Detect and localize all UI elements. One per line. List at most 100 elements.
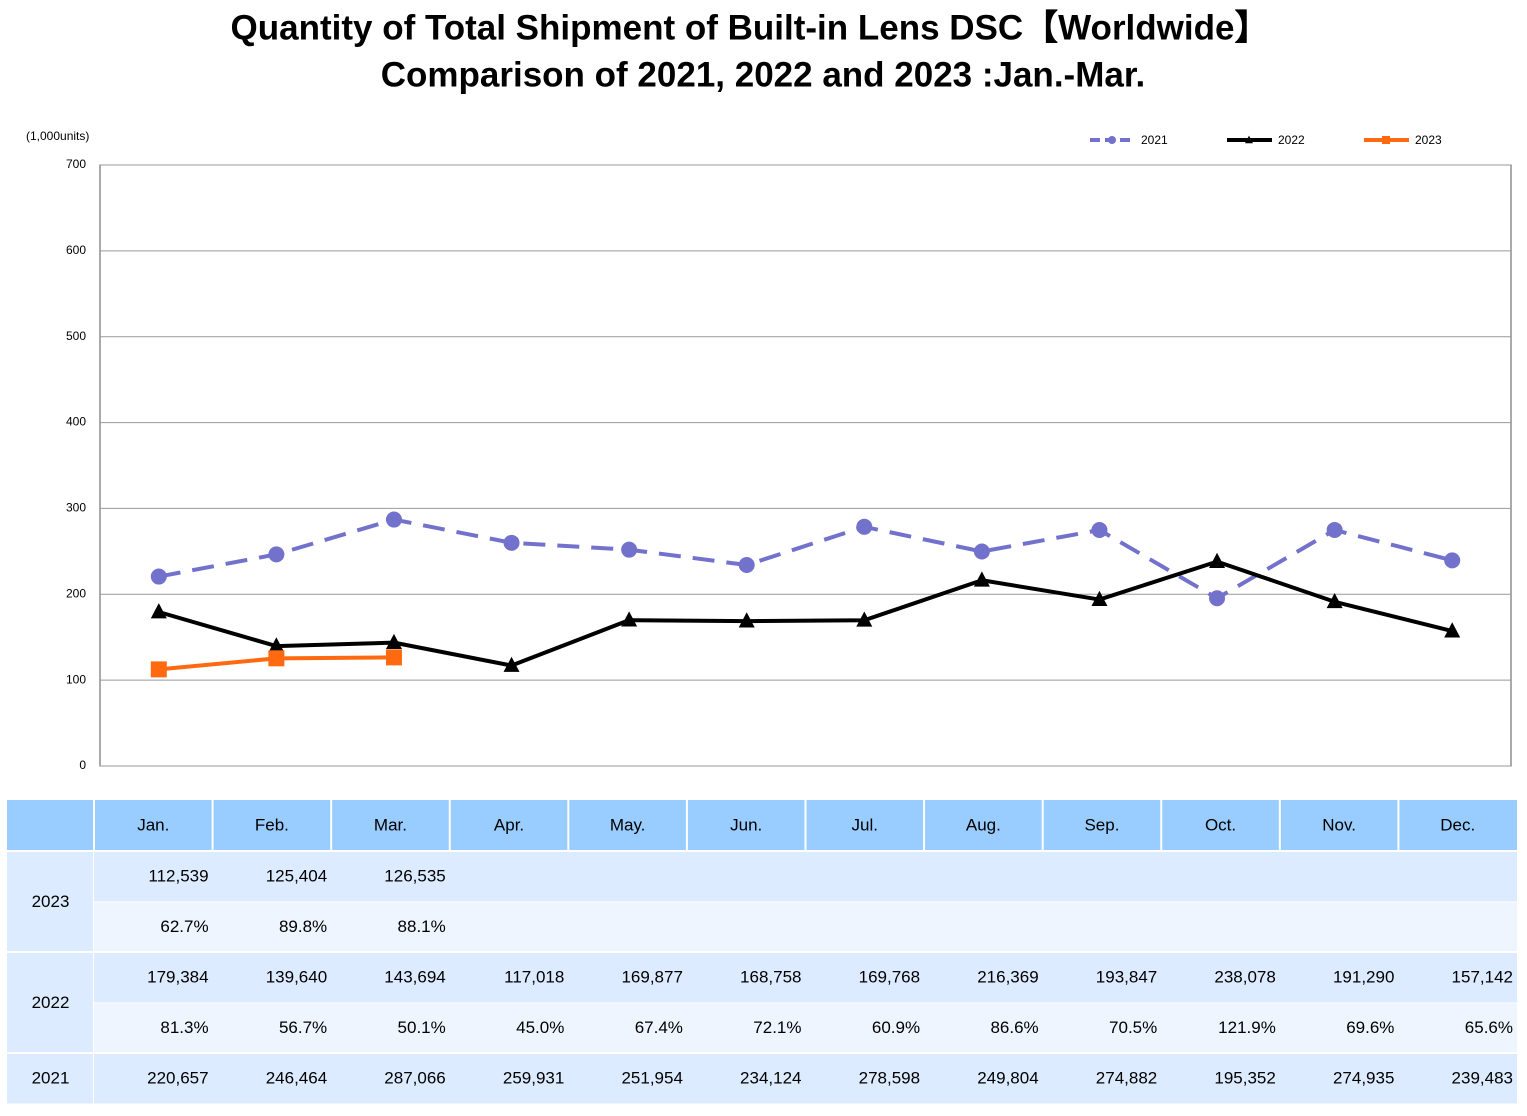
point (150, 661, 167, 678)
table-row-head-bg (7, 953, 93, 1053)
point (621, 541, 638, 558)
table-row-label: 2021 (32, 1069, 70, 1088)
point (503, 534, 520, 551)
point (621, 611, 638, 627)
table-header: May. (610, 815, 646, 834)
y-unit: (1,000units) (26, 129, 89, 143)
table-row-label: 2023 (32, 892, 70, 911)
table-header: Apr. (494, 815, 524, 834)
table-cell: 60.9% (872, 1018, 920, 1037)
table-header: Mar. (374, 815, 407, 834)
point (973, 571, 990, 587)
table-cell: 72.1% (753, 1018, 801, 1037)
point (973, 543, 990, 560)
table-cell: 169,768 (859, 968, 920, 987)
point (738, 612, 755, 628)
table-row-head-bg (7, 852, 93, 952)
table-cell: 238,078 (1214, 968, 1275, 987)
point (1108, 136, 1116, 144)
table-cell: 88.1% (398, 917, 446, 936)
point (738, 556, 755, 573)
table-cell: 169,877 (621, 968, 682, 987)
table-cell: 89.8% (279, 917, 327, 936)
table-header: Jul. (852, 815, 878, 834)
table-cell: 50.1% (398, 1018, 446, 1037)
chart-title: Quantity of Total Shipment of Built-in L… (231, 8, 1270, 47)
table-cell: 81.3% (160, 1018, 208, 1037)
table-header: Sep. (1084, 815, 1119, 834)
table-header: Dec. (1440, 815, 1475, 834)
table-cell: 193,847 (1096, 968, 1157, 987)
table-cell: 287,066 (384, 1069, 445, 1088)
table-cell: 216,369 (977, 968, 1038, 987)
point (1444, 552, 1461, 569)
table-header: Feb. (255, 815, 289, 834)
series-line (158, 517, 1453, 601)
table-cell: 251,954 (621, 1069, 682, 1088)
point (856, 518, 873, 535)
table-cell: 191,290 (1333, 968, 1394, 987)
table-cell: 278,598 (859, 1069, 920, 1088)
point (1326, 521, 1343, 538)
table-cell: 56.7% (279, 1018, 327, 1037)
point (150, 568, 167, 585)
y-tick-label: 600 (66, 243, 86, 257)
table-header: Aug. (966, 815, 1001, 834)
point (1326, 592, 1343, 609)
point (1209, 552, 1226, 568)
table-cell: 234,124 (740, 1069, 801, 1088)
table-header: Jun. (730, 815, 762, 834)
table-cell: 179,384 (147, 968, 208, 987)
table-cell: 62.7% (160, 917, 208, 936)
table-cell: 168,758 (740, 968, 801, 987)
table-cell: 239,483 (1452, 1069, 1513, 1088)
table-cell: 45.0% (516, 1018, 564, 1037)
table-cell: 246,464 (266, 1069, 327, 1088)
table-header-bg (7, 800, 1517, 850)
table-row-bg (94, 953, 1517, 1003)
y-tick-label: 100 (66, 672, 86, 686)
y-tick-label: 700 (66, 157, 86, 171)
series-line (158, 559, 1453, 668)
table-cell: 126,535 (384, 867, 445, 886)
legend-label: 2023 (1415, 133, 1442, 147)
table-cell: 117,018 (504, 968, 564, 987)
table-header: Nov. (1322, 815, 1356, 834)
table-cell: 157,142 (1452, 968, 1513, 987)
table-row-bg (94, 1003, 1517, 1053)
table-cell: 274,882 (1096, 1069, 1157, 1088)
point (385, 511, 402, 528)
point (268, 650, 285, 667)
table-row-label: 2022 (32, 993, 70, 1012)
table-header: Oct. (1205, 815, 1236, 834)
table-cell: 259,931 (503, 1069, 564, 1088)
table-row-bg (94, 902, 1517, 952)
point (503, 656, 520, 672)
table-cell: 143,694 (384, 968, 445, 987)
table-cell: 69.6% (1346, 1018, 1394, 1037)
point (1382, 136, 1390, 144)
table-cell: 274,935 (1333, 1069, 1394, 1088)
point (385, 633, 402, 650)
point (268, 637, 285, 653)
point (385, 649, 402, 666)
table-cell: 220,657 (147, 1069, 208, 1088)
table-cell: 249,804 (977, 1069, 1038, 1088)
point (856, 611, 873, 627)
y-tick-label: 200 (66, 586, 86, 600)
table-cell: 65.6% (1465, 1018, 1513, 1037)
point (1091, 590, 1108, 606)
table-cell: 112,539 (148, 867, 208, 886)
table-cell: 139,640 (266, 968, 327, 987)
point (1245, 135, 1253, 144)
point (150, 603, 167, 619)
table-row-head-bg (7, 1054, 93, 1104)
table-cell: 121.9% (1218, 1018, 1276, 1037)
table-cell: 86.6% (990, 1018, 1038, 1037)
point (268, 546, 285, 563)
point (1091, 521, 1108, 538)
y-tick-label: 300 (66, 501, 86, 515)
table-header: Jan. (137, 815, 169, 834)
plot-frame (99, 164, 1512, 767)
